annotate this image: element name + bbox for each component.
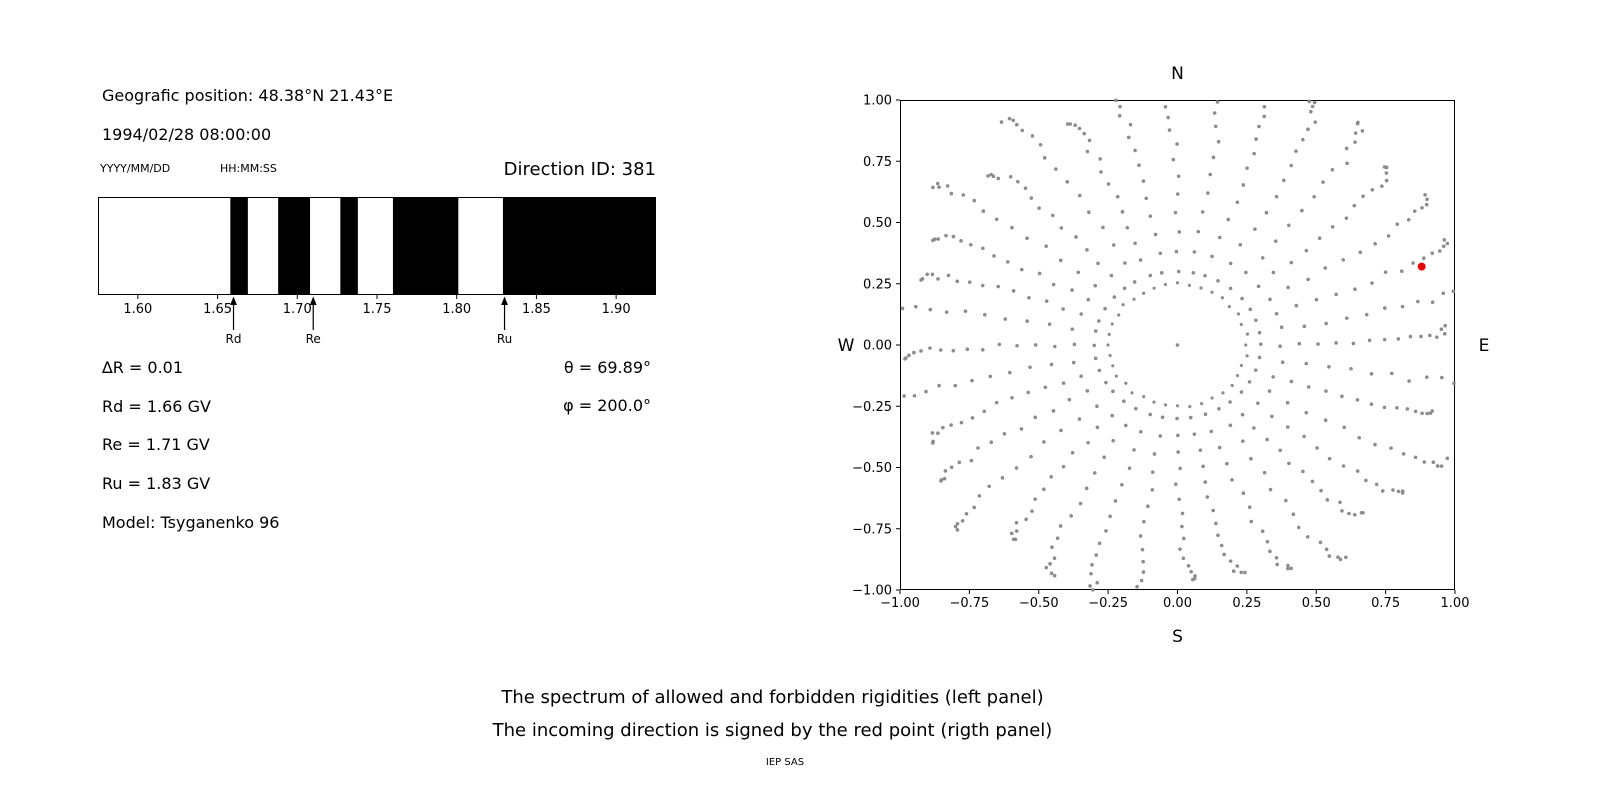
direction-scatter-chart: −1.00−1.00 −0.75 −0.75 −0.50 −0.50 −0.25 −0.25… (838, 64, 1490, 647)
svg-text:0.75: 0.75 (863, 155, 892, 170)
svg-text:N: N (1171, 64, 1184, 84)
caption-line1: The spectrum of allowed and forbidden ri… (501, 687, 1044, 708)
svg-text:Ru: Ru (497, 332, 512, 346)
svg-text:−1.00: −1.00 (880, 596, 920, 611)
svg-text:−0.25: −0.25 (852, 400, 892, 415)
svg-text:−1.00: −1.00 (852, 584, 892, 599)
date-format-label: YYYY/MM/DD (100, 162, 171, 175)
svg-text:0.25: 0.25 (863, 277, 892, 292)
phi-value: φ = 200.0° (563, 396, 651, 415)
svg-text:S: S (1172, 627, 1183, 647)
svg-text:1.80: 1.80 (442, 302, 471, 317)
svg-text:0.00: 0.00 (863, 339, 892, 354)
geographic-position-label: Geografic position: 48.38°N 21.43°E (102, 86, 394, 105)
credit-label: IEP SAS (765, 757, 805, 768)
caption-line2: The incoming direction is signed by the … (492, 720, 1053, 741)
svg-text:0.50: 0.50 (863, 216, 892, 231)
svg-text:1.85: 1.85 (522, 302, 551, 317)
svg-text:1.75: 1.75 (363, 302, 392, 317)
svg-text:0.00: 0.00 (1163, 596, 1192, 611)
svg-text:−0.75: −0.75 (949, 596, 989, 611)
svg-text:0.25: 0.25 (1232, 596, 1261, 611)
delta-r-value: ∆R = 0.01 (102, 358, 184, 377)
theta-value: θ = 69.89° (563, 358, 651, 377)
svg-text:−0.50: −0.50 (1019, 596, 1059, 611)
svg-text:1.65: 1.65 (203, 302, 232, 317)
svg-text:Rd: Rd (226, 332, 242, 346)
rigidity-spectrum-chart: 1.60 1.65 1.70 1.75 1.80 1.85 1.90 Rd Re Ru (98, 197, 656, 346)
svg-text:1.90: 1.90 (602, 302, 631, 317)
svg-text:1.00: 1.00 (863, 94, 892, 109)
svg-text:−0.50: −0.50 (852, 461, 892, 476)
direction-id-label: Direction ID: 381 (503, 159, 656, 180)
time-format-label: HH:MM:SS (220, 162, 277, 175)
svg-text:1.70: 1.70 (283, 302, 312, 317)
rd-value: Rd = 1.66 GV (102, 397, 211, 416)
svg-text:1.00: 1.00 (1441, 596, 1470, 611)
svg-text:0.75: 0.75 (1371, 596, 1400, 611)
datetime-label: 1994/02/28 08:00:00 (102, 125, 272, 144)
svg-text:E: E (1479, 336, 1490, 356)
svg-text:1.60: 1.60 (123, 302, 152, 317)
re-value: Re = 1.71 GV (102, 435, 210, 454)
svg-text:W: W (838, 336, 855, 356)
svg-text:−0.25: −0.25 (1088, 596, 1128, 611)
ru-value: Ru = 1.83 GV (102, 474, 211, 493)
svg-text:−0.75: −0.75 (852, 522, 892, 537)
svg-text:Re: Re (306, 332, 321, 346)
svg-text:0.50: 0.50 (1302, 596, 1331, 611)
model-label: Model: Tsyganenko 96 (102, 513, 280, 532)
